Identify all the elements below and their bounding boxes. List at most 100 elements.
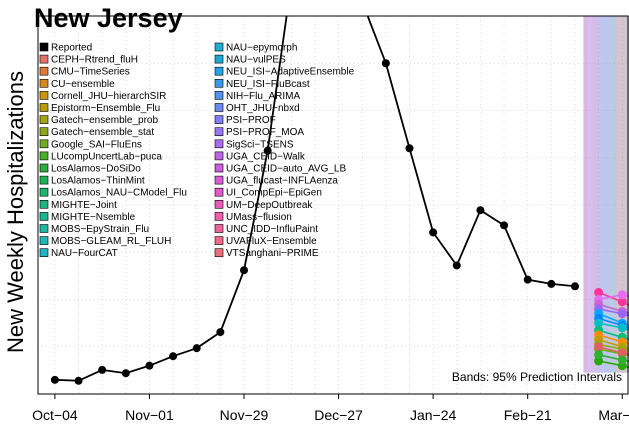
x-tick-label: Nov−01: [125, 407, 174, 423]
legend-label: UGA_CEID−auto_AVG_LB: [226, 164, 346, 175]
legend-swatch: [39, 212, 49, 221]
prediction-band-stripe: [587, 16, 592, 373]
reported-point: [74, 376, 83, 385]
legend-label: Cornell_JHU−hierarchSIR: [51, 91, 166, 102]
legend-label: NAU−FourCAT: [51, 248, 118, 259]
reported-series: [50, 0, 579, 385]
reported-point: [500, 221, 509, 230]
legend-swatch: [39, 79, 49, 88]
reported-point: [381, 59, 390, 68]
legend-label: NEU_ISI−FluBcast: [226, 79, 310, 90]
legend-swatch: [214, 200, 224, 209]
reported-point: [240, 266, 249, 275]
legend-label: Gatech−ensemble_prob: [51, 115, 158, 126]
forecast-point: [594, 287, 604, 297]
legend-label: MIGHTE−Nsemble: [51, 212, 136, 223]
legend-label: UNC_IDD−InfluPaint: [226, 224, 318, 235]
forecast-point: [594, 350, 604, 360]
legend-swatch: [214, 236, 224, 245]
legend-swatch: [39, 66, 49, 76]
reported-point: [145, 361, 154, 370]
x-tick-label: Nov−29: [220, 407, 269, 423]
y-axis-label: New Weekly Hospitalizations: [3, 71, 28, 353]
reported-point: [98, 365, 107, 374]
legend: ReportedCEPH−Rtrend_fluHCMU−TimeSeriesCU…: [39, 42, 355, 259]
prediction-band-stripe: [595, 16, 601, 373]
legend-swatch: [39, 103, 49, 112]
legend-swatch: [214, 42, 224, 52]
reported-point: [263, 146, 272, 155]
legend-swatch: [39, 175, 49, 185]
legend-label: Epistorm−Ensemble_Flu: [51, 103, 160, 114]
reported-point: [358, 0, 366, 6]
forecast-point: [617, 348, 627, 358]
reported-point: [121, 369, 130, 378]
legend-label: PSI−PROF: [226, 115, 276, 126]
legend-swatch: [214, 187, 224, 197]
legend-label: Gatech−ensemble_stat: [51, 127, 154, 138]
legend-swatch: [39, 115, 49, 124]
legend-label: SigSci−TSENS: [226, 139, 294, 150]
legend-swatch: [39, 236, 49, 245]
reported-point: [216, 328, 225, 337]
forecast-series: [594, 287, 629, 371]
legend-swatch: [39, 224, 49, 233]
legend-label: LosAlamos−ThinMint: [51, 176, 145, 187]
reported-line: [54, 16, 576, 382]
x-tick-label: Mar−21: [598, 407, 629, 423]
x-tick-label: Jan−24: [410, 407, 457, 423]
legend-swatch: [39, 139, 49, 149]
reported-point: [547, 279, 556, 288]
legend-swatch: [214, 115, 224, 124]
x-tick-label: Feb−21: [504, 407, 552, 423]
legend-swatch: [214, 91, 224, 100]
legend-label: NEU_ISI−AdaptiveEnsemble: [226, 67, 355, 78]
reported-point: [476, 206, 485, 215]
legend-swatch: [39, 127, 49, 136]
reported-point: [570, 282, 579, 291]
legend-label: LosAlamos−DoSiDo: [51, 164, 141, 175]
legend-swatch: [214, 103, 224, 112]
prediction-band-stripe: [620, 16, 626, 373]
legend-label: OHT_JHU−nbxd: [226, 103, 300, 114]
x-axis: Oct−04 Nov−01 Nov−29 Dec−27 Jan−24 Feb−21 Mar−…: [32, 394, 629, 423]
legend-label: VTSanghani−PRIME: [226, 248, 319, 259]
forecast-point: [594, 318, 604, 328]
legend-label: UVAFluX−Ensemble: [226, 236, 317, 247]
forecast-point: [617, 297, 627, 307]
forecast-point: [617, 309, 627, 319]
prediction-band-stripe: [616, 16, 621, 373]
legend-label: Google_SAI−FluEns: [51, 139, 142, 150]
reported-point: [50, 375, 59, 384]
legend-label: MIGHTE−Joint: [51, 200, 117, 211]
legend-label: CEPH−Rtrend_fluH: [51, 55, 138, 66]
legend-label: CU−ensemble: [51, 79, 115, 90]
legend-swatch: [214, 127, 224, 136]
prediction-band-stripe: [608, 16, 613, 373]
legend-swatch: [39, 54, 49, 64]
legend-label: MOBS−EpyStrain_Flu: [51, 224, 149, 235]
legend-swatch: [39, 200, 49, 209]
reported-point: [523, 275, 532, 284]
legend-swatch: [39, 163, 49, 173]
legend-swatch: [39, 187, 49, 197]
legend-swatch: [214, 212, 224, 221]
reported-point: [169, 352, 178, 361]
legend-swatch: [214, 151, 224, 161]
reported-point: [192, 344, 201, 353]
reported-point: [405, 144, 414, 153]
legend-label: PSI−PROF_MOA: [226, 127, 304, 138]
chart-title: New Jersey: [34, 3, 183, 33]
legend-label: NAU−vulPES: [226, 55, 286, 66]
legend-label: MOBS−GLEAM_RL_FLUH: [51, 236, 171, 247]
legend-label: Reported: [51, 43, 92, 54]
legend-swatch: [39, 248, 49, 257]
legend-label: UM−DeepOutbreak: [226, 200, 313, 211]
legend-swatch: [214, 248, 224, 257]
legend-label: UI_CompEpi−EpiGen: [226, 188, 322, 199]
prediction-band-stripe: [612, 16, 617, 373]
legend-label: NIH−Flu_ARIMA: [226, 91, 301, 102]
legend-label: NAU−epymorph: [226, 43, 297, 54]
legend-swatch: [214, 224, 224, 233]
